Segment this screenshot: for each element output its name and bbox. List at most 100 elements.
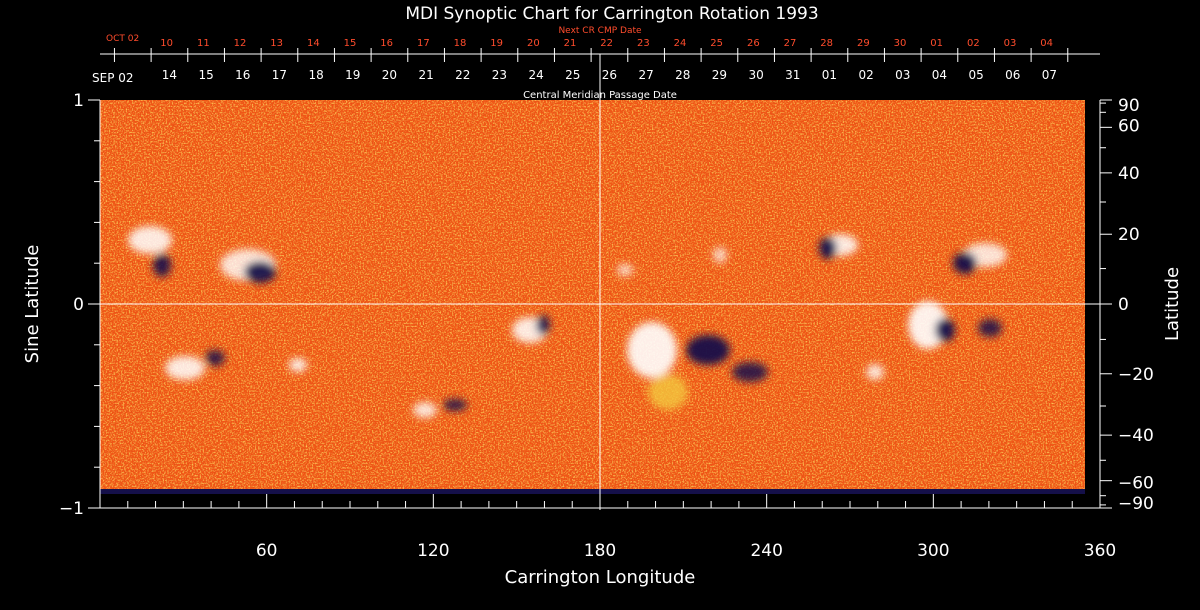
x-axis-label: Carrington Longitude	[505, 567, 696, 588]
next-cr-date-label: 01	[930, 38, 943, 49]
next-cr-start-label: OCT 02	[106, 34, 139, 44]
x-tick-label: 240	[750, 541, 782, 561]
y-left-tick-label: 0	[73, 295, 84, 315]
x-tick-label: 60	[256, 541, 278, 561]
next-cr-date-label: 21	[564, 38, 577, 49]
next-cr-date-label: 10	[160, 38, 173, 49]
y-right-tick-label: 0	[1118, 295, 1129, 315]
region-dark	[819, 237, 837, 259]
y-left-tick-label: 1	[73, 91, 84, 111]
region-white	[165, 356, 205, 380]
next-cr-date-label: 04	[1040, 38, 1053, 49]
chart-title: MDI Synoptic Chart for Carrington Rotati…	[405, 4, 818, 24]
next-cr-date-label: 20	[527, 38, 540, 49]
region-white	[627, 322, 677, 378]
y-left-tick-label: −1	[59, 499, 84, 519]
active-regions	[128, 226, 1007, 418]
cmp-date-label: 01	[822, 68, 837, 82]
cmp-date-label: 21	[418, 68, 433, 82]
next-cr-date-label: 27	[784, 38, 797, 49]
cmp-date-label: 26	[602, 68, 617, 82]
region-white	[289, 358, 307, 372]
region-white	[413, 402, 437, 418]
cmp-date-label: 22	[455, 68, 470, 82]
cmp-start-label: SEP 02	[92, 71, 134, 85]
next-cr-date-ticks: 04 03 02 01 30 29 28 27 26 25 24 23 22 21 20 19 18 17 16 15…	[113, 38, 1069, 54]
y-right-tick-label: 60	[1118, 116, 1140, 136]
cmp-date-label: 03	[895, 68, 910, 82]
cmp-date-label: 06	[1005, 68, 1020, 82]
next-cr-date-label: 26	[747, 38, 760, 49]
cmp-date-label: 04	[932, 68, 947, 82]
cmp-date-label: 29	[712, 68, 727, 82]
south-polar-gap	[100, 489, 1085, 494]
region-white	[713, 247, 727, 263]
y-axis-label-left: Sine Latitude	[22, 245, 43, 364]
next-cr-date-label: 24	[674, 38, 687, 49]
x-tick-label: 360	[1084, 541, 1116, 561]
magnetogram-field	[100, 100, 1085, 494]
next-cr-date-label: 13	[270, 38, 283, 49]
next-cr-date-label: 22	[600, 38, 613, 49]
next-cr-date-label: 16	[380, 38, 393, 49]
y-right-tick-label: −40	[1118, 426, 1154, 446]
y-right-tick-label: −90	[1118, 494, 1154, 514]
sine-latitude-ticks: 1 0 −1	[59, 91, 100, 519]
cmp-date-label: 25	[565, 68, 580, 82]
cmp-date-label: 23	[492, 68, 507, 82]
y-right-tick-label: −60	[1118, 474, 1154, 494]
longitude-ticks: 60 120 180 240 300 360	[127, 494, 1116, 561]
cmp-date-label: 02	[858, 68, 873, 82]
next-cr-axis-label: Next CR CMP Date	[558, 26, 642, 36]
x-tick-label: 180	[584, 541, 616, 561]
next-cr-date-label: 23	[637, 38, 650, 49]
cmp-date-label: 20	[382, 68, 397, 82]
cmp-date-label: 24	[528, 68, 543, 82]
region-yellow	[648, 374, 688, 410]
cmp-date-label: 19	[345, 68, 360, 82]
y-right-tick-label: 40	[1118, 164, 1140, 184]
next-cr-date-label: 03	[1004, 38, 1017, 49]
field-grain	[100, 100, 1085, 492]
next-cr-date-label: 12	[234, 38, 247, 49]
region-dark	[244, 261, 276, 283]
cmp-date-label: 14	[162, 68, 177, 82]
cmp-date-label: 16	[235, 68, 250, 82]
next-cr-date-label: 29	[857, 38, 870, 49]
cmp-date-label: 18	[308, 68, 323, 82]
cmp-date-label: 15	[198, 68, 213, 82]
region-dark	[978, 319, 1002, 337]
region-white	[866, 364, 884, 380]
next-cr-date-label: 30	[894, 38, 907, 49]
cmp-date-ticks: 07 06 05 04 03 02 01 31 30 29 28 27 26 25 24 23 22 21 20 19…	[113, 54, 1069, 82]
y-right-tick-label: 90	[1118, 96, 1140, 116]
region-dark	[732, 362, 768, 382]
cmp-date-label: 28	[675, 68, 690, 82]
region-dark	[953, 252, 977, 274]
next-cr-date-label: 19	[490, 38, 503, 49]
region-white	[128, 226, 172, 254]
next-cr-date-label: 28	[820, 38, 833, 49]
next-cr-date-label: 15	[344, 38, 357, 49]
next-cr-date-label: 11	[197, 38, 210, 49]
region-dark	[536, 315, 550, 335]
region-white	[617, 264, 633, 276]
cmp-date-label: 27	[638, 68, 653, 82]
region-dark	[205, 350, 225, 366]
y-axis-label-right: Latitude	[1162, 267, 1183, 341]
region-dark	[153, 253, 171, 277]
y-right-tick-label: −20	[1118, 365, 1154, 385]
region-dark	[443, 399, 467, 411]
next-cr-date-label: 25	[710, 38, 723, 49]
next-cr-date-label: 18	[454, 38, 467, 49]
next-cr-date-label: 14	[307, 38, 320, 49]
next-cr-date-label: 17	[417, 38, 430, 49]
cmp-date-label: 30	[748, 68, 763, 82]
region-dark	[686, 335, 730, 365]
x-tick-label: 120	[417, 541, 449, 561]
region-dark	[935, 318, 955, 342]
y-right-tick-label: 20	[1118, 225, 1140, 245]
cmp-date-label: 17	[272, 68, 287, 82]
